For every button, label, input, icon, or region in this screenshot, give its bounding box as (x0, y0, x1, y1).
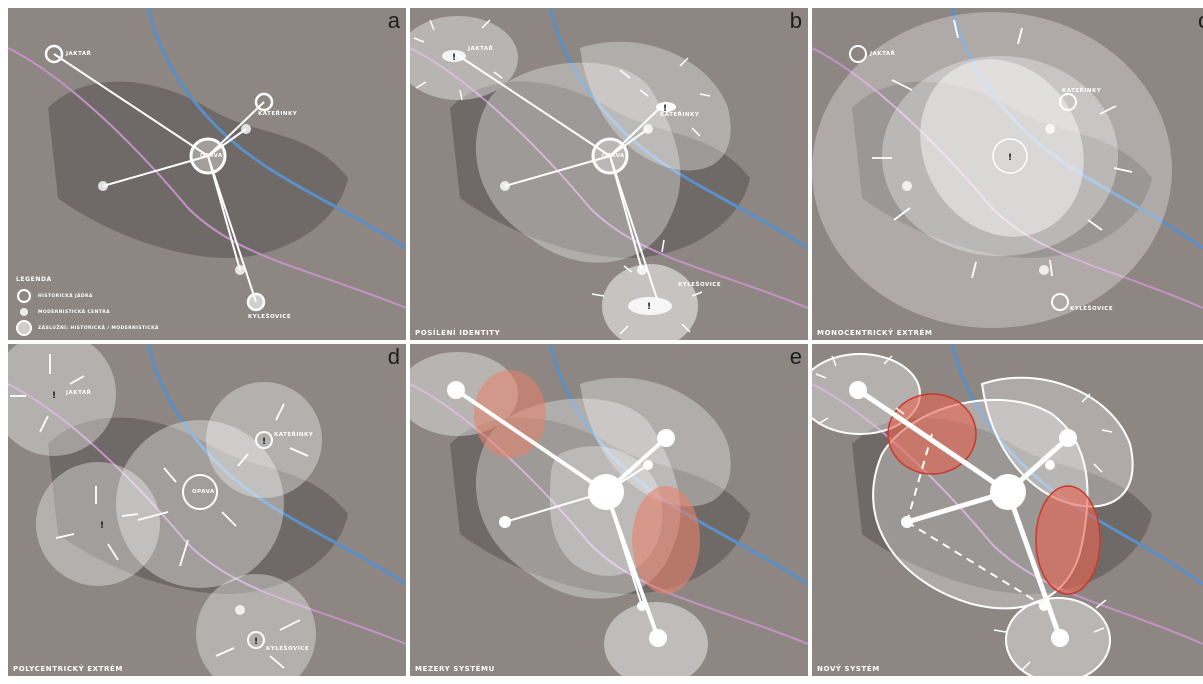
marker-b-kylesovice: ! (647, 302, 651, 312)
caption-d: POLYCENTRICKÝ EXTRÉM (13, 665, 123, 673)
label-d-jaktar: JAKTAŘ (66, 390, 92, 396)
map-c: ! (812, 8, 1203, 340)
panel-d: ! ! ! ! JAKTAŘ KATEŘINKY OPAVA KYLEŠOVIC… (8, 344, 406, 676)
node-opava (189, 137, 227, 175)
marker-c-opava: ! (1008, 153, 1012, 163)
label-c-kylesovice: KYLEŠOVICE (1070, 306, 1114, 312)
panel-c: ! JAKTAŘ KATEŘINKY KYLEŠOVICE c MONOCENT… (812, 8, 1203, 340)
node-kylesovice (246, 292, 266, 312)
map-d: ! ! ! ! (8, 344, 406, 676)
map-e (410, 344, 808, 676)
label-b-jaktar: JAKTAŘ (468, 46, 494, 52)
legend-title: LEGENDA (16, 276, 52, 283)
marker-d-kylesovice: ! (254, 637, 258, 647)
caption-c: MONOCENTRICKÝ EXTRÉM (817, 329, 933, 337)
panel-letter-c: c (1198, 10, 1203, 32)
label-opava: OPAVA (200, 153, 223, 159)
label-c-jaktar: JAKTAŘ (870, 51, 896, 57)
label-d-opava: OPAVA (192, 489, 215, 495)
legend-row-both: ZÁSLUŽNÍ: HISTORICKÁ / MODERNISTICKÁ (16, 320, 159, 336)
legend-both: ZÁSLUŽNÍ: HISTORICKÁ / MODERNISTICKÁ (38, 325, 159, 331)
node-jaktar (44, 44, 64, 64)
caption-e: MEZERY SYSTÉMU (415, 665, 495, 673)
panel-letter-e: e (789, 344, 802, 369)
map-a (8, 8, 406, 340)
panel-letter-a: a (387, 8, 400, 33)
marker-b-katerinky: ! (663, 104, 667, 114)
panel-f: f NOVÝ SYSTÉM (812, 344, 1203, 676)
map-b: ! ! ! (410, 8, 808, 340)
panel-b: ! ! ! JAKTAŘ KATEŘINKY OPAVA KYLEŠOVICE … (410, 8, 808, 340)
node-katerinky (254, 92, 274, 112)
marker-b-jaktar: ! (452, 53, 456, 63)
label-d-kylesovice: KYLEŠOVICE (266, 646, 310, 652)
panel-letter-d: d (387, 344, 400, 369)
marker-d-west: ! (100, 521, 104, 531)
label-katerinky: KATEŘINKY (258, 111, 298, 117)
legend-row-modernist: MODERNISTICKÁ CENTRA (16, 304, 159, 320)
label-b-katerinky: KATEŘINKY (660, 112, 700, 118)
legend-historic: HISTORICKÁ JÁDRA (38, 293, 93, 299)
marker-d-jaktar: ! (52, 391, 56, 401)
legend: LEGENDA HISTORICKÁ JÁDRA MODERNISTICKÁ C… (16, 276, 159, 336)
panel-e: e MEZERY SYSTÉMU (410, 344, 808, 676)
panel-letter-b: b (789, 8, 802, 33)
panel-a: JAKTAŘ KATEŘINKY OPAVA KYLEŠOVICE LEGEND… (8, 8, 406, 340)
map-f (812, 344, 1203, 676)
label-kylesovice: KYLEŠOVICE (248, 314, 292, 320)
label-b-kylesovice: KYLEŠOVICE (678, 282, 722, 288)
label-d-katerinky: KATEŘINKY (274, 432, 314, 438)
label-c-katerinky: KATEŘINKY (1062, 88, 1102, 94)
marker-d-katerinky: ! (262, 437, 266, 447)
caption-f: NOVÝ SYSTÉM (817, 665, 880, 673)
label-jaktar: JAKTAŘ (66, 51, 92, 57)
caption-b: POSÍLENÍ IDENTITY (415, 329, 501, 337)
legend-row-historic: HISTORICKÁ JÁDRA (16, 288, 159, 304)
legend-modernist: MODERNISTICKÁ CENTRA (38, 309, 111, 315)
label-b-opava: OPAVA (602, 153, 625, 159)
